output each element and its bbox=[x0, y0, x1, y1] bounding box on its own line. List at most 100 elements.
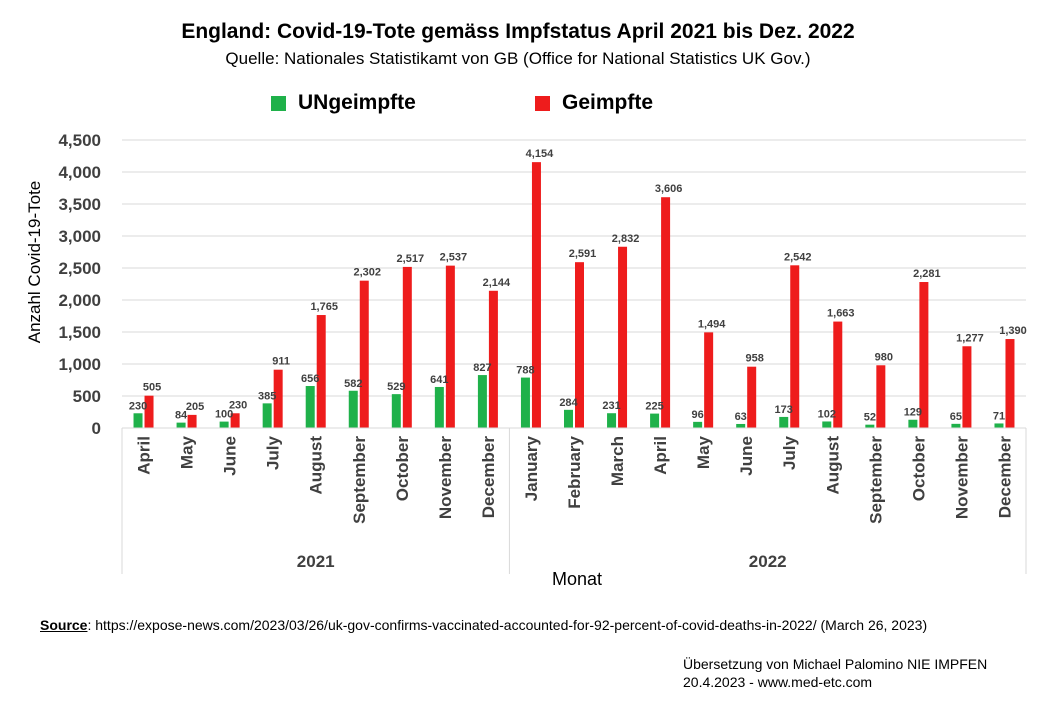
x-tick-label: July bbox=[264, 435, 283, 470]
data-label-unvaccinated: 788 bbox=[516, 365, 534, 377]
bar-vaccinated bbox=[187, 414, 197, 428]
bar-vaccinated bbox=[402, 266, 412, 428]
data-label-unvaccinated: 96 bbox=[692, 409, 704, 421]
bar-unvaccinated bbox=[133, 413, 143, 428]
bar-unvaccinated bbox=[520, 377, 530, 428]
data-label-vaccinated: 1,390 bbox=[999, 325, 1027, 337]
data-label-unvaccinated: 102 bbox=[818, 408, 836, 420]
x-tick-label: August bbox=[823, 436, 842, 495]
y-tick-label: 4,000 bbox=[58, 163, 101, 182]
y-tick-label: 2,000 bbox=[58, 291, 101, 310]
data-label-unvaccinated: 641 bbox=[430, 374, 448, 386]
bar-unvaccinated bbox=[391, 394, 401, 428]
x-tick-label: December bbox=[995, 436, 1014, 519]
bar-unvaccinated bbox=[219, 421, 229, 428]
data-label-vaccinated: 2,517 bbox=[397, 253, 425, 265]
data-label-vaccinated: 2,832 bbox=[612, 233, 640, 245]
legend-item-vaccinated: Geimpfte bbox=[535, 91, 653, 115]
source-label: Source bbox=[40, 617, 88, 633]
bar-vaccinated bbox=[531, 162, 541, 429]
bar-unvaccinated bbox=[822, 421, 832, 428]
x-tick-label: September bbox=[350, 436, 369, 524]
bar-unvaccinated bbox=[348, 390, 358, 428]
data-label-unvaccinated: 52 bbox=[864, 412, 876, 424]
bar-unvaccinated bbox=[693, 421, 703, 428]
bar-unvaccinated bbox=[262, 403, 272, 428]
x-axis-title: Monat bbox=[552, 569, 602, 589]
bar-vaccinated bbox=[575, 262, 584, 428]
y-tick-label: 4,500 bbox=[58, 131, 101, 150]
legend-label-vaccinated: Geimpfte bbox=[562, 91, 654, 114]
data-label-unvaccinated: 225 bbox=[645, 401, 663, 413]
bar-vaccinated bbox=[316, 315, 326, 428]
data-label-vaccinated: 1,765 bbox=[310, 301, 338, 313]
source-text: : https://expose-news.com/2023/03/26/uk-… bbox=[87, 617, 928, 633]
bar-vaccinated bbox=[661, 197, 671, 428]
data-label-vaccinated: 2,542 bbox=[784, 251, 812, 263]
y-tick-label: 0 bbox=[92, 419, 101, 438]
bar-vaccinated bbox=[1005, 339, 1015, 428]
data-label-vaccinated: 911 bbox=[272, 356, 290, 368]
bar-unvaccinated bbox=[305, 386, 315, 428]
credit-line-translation: Übersetzung von Michael Palomino NIE IMP… bbox=[683, 656, 988, 672]
data-label-vaccinated: 1,277 bbox=[956, 332, 984, 344]
data-label-vaccinated: 2,591 bbox=[569, 248, 597, 260]
data-label-unvaccinated: 100 bbox=[215, 409, 233, 421]
credit-line-date: 20.4.2023 - www.med-etc.com bbox=[683, 674, 873, 690]
y-axis-title: Anzahl Covid-19-Tote bbox=[25, 181, 44, 344]
data-label-unvaccinated: 582 bbox=[344, 378, 362, 390]
x-tick-label: April bbox=[651, 436, 670, 475]
bar-vaccinated bbox=[833, 321, 843, 428]
y-tick-label: 500 bbox=[73, 387, 101, 406]
data-label-vaccinated: 4,154 bbox=[526, 148, 554, 160]
data-label-vaccinated: 2,537 bbox=[440, 252, 468, 264]
x-tick-label: January bbox=[522, 435, 541, 501]
y-tick-label: 3,500 bbox=[58, 195, 101, 214]
x-tick-label: September bbox=[866, 436, 885, 524]
x-tick-label: April bbox=[135, 436, 154, 475]
data-label-unvaccinated: 63 bbox=[735, 411, 747, 423]
bar-unvaccinated bbox=[736, 423, 746, 428]
bar-unvaccinated bbox=[994, 423, 1004, 428]
bar-vaccinated bbox=[704, 332, 714, 428]
data-label-unvaccinated: 84 bbox=[175, 410, 188, 422]
y-tick-label: 1,000 bbox=[58, 355, 101, 374]
bar-vaccinated bbox=[962, 346, 972, 428]
x-tick-label: October bbox=[909, 436, 928, 502]
x-tick-label: June bbox=[221, 436, 240, 476]
chart-title: England: Covid-19-Tote gemäss Impfstatus… bbox=[181, 20, 855, 43]
bar-unvaccinated bbox=[564, 409, 573, 428]
bar-vaccinated bbox=[359, 280, 369, 428]
bar-vaccinated bbox=[618, 246, 628, 428]
credit-block: Übersetzung von Michael Palomino NIE IMP… bbox=[683, 655, 987, 691]
x-tick-label: November bbox=[952, 436, 971, 520]
bar-vaccinated bbox=[273, 369, 283, 428]
chart-subtitle: Quelle: Nationales Statistikamt von GB (… bbox=[225, 49, 811, 68]
bar-vaccinated bbox=[876, 365, 886, 428]
data-label-vaccinated: 1,663 bbox=[827, 308, 855, 320]
bar-vaccinated bbox=[919, 282, 929, 428]
data-label-vaccinated: 205 bbox=[186, 401, 204, 413]
data-label-vaccinated: 1,494 bbox=[698, 318, 726, 330]
bar-unvaccinated bbox=[176, 422, 186, 428]
data-label-unvaccinated: 173 bbox=[775, 404, 793, 416]
x-tick-label: March bbox=[608, 436, 627, 486]
data-label-unvaccinated: 129 bbox=[904, 407, 922, 419]
data-label-unvaccinated: 529 bbox=[387, 381, 405, 393]
data-label-vaccinated: 505 bbox=[143, 382, 161, 394]
x-tick-label: August bbox=[307, 436, 326, 495]
bar-vaccinated bbox=[488, 290, 498, 428]
bar-unvaccinated bbox=[434, 386, 444, 428]
data-label-vaccinated: 980 bbox=[875, 351, 893, 363]
y-tick-label: 1,500 bbox=[58, 323, 101, 342]
data-label-unvaccinated: 827 bbox=[473, 362, 491, 374]
legend-swatch-unvaccinated bbox=[271, 95, 286, 111]
data-label-unvaccinated: 284 bbox=[559, 397, 578, 409]
x-tick-label: July bbox=[780, 435, 799, 470]
data-label-unvaccinated: 385 bbox=[258, 390, 276, 402]
x-tick-label: October bbox=[393, 436, 412, 502]
bar-vaccinated bbox=[790, 265, 800, 428]
data-label-unvaccinated: 230 bbox=[129, 400, 147, 412]
data-label-vaccinated: 2,302 bbox=[353, 267, 381, 279]
